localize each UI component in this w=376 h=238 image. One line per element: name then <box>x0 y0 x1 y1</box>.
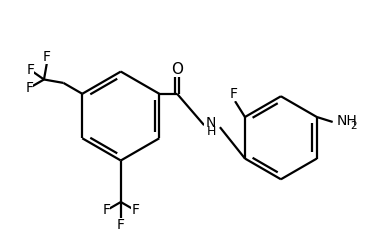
Text: F: F <box>131 203 139 218</box>
Text: N: N <box>206 116 216 130</box>
Text: O: O <box>171 62 183 77</box>
Text: H: H <box>206 125 216 138</box>
Text: F: F <box>26 63 34 77</box>
Text: NH: NH <box>337 114 357 128</box>
Text: F: F <box>117 218 125 232</box>
Text: F: F <box>26 81 33 95</box>
Text: 2: 2 <box>350 121 357 131</box>
Text: F: F <box>102 203 110 218</box>
Text: F: F <box>230 87 238 101</box>
Text: F: F <box>43 50 51 64</box>
